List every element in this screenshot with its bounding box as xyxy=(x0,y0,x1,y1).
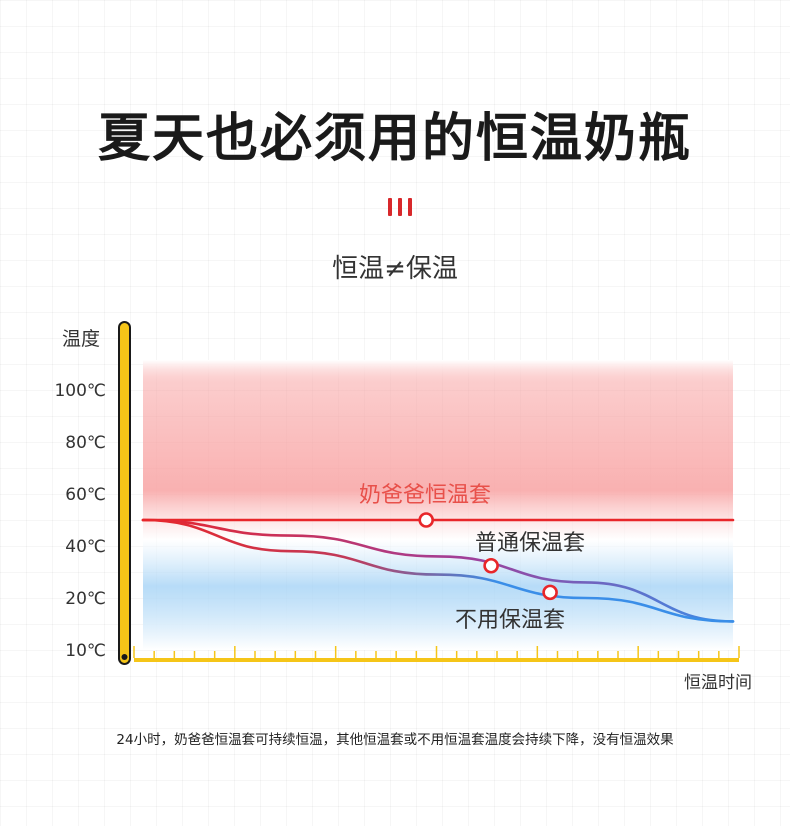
footnote: 24小时，奶爸爸恒温套可持续恒温，其他恒温套或不用恒温套温度会持续下降，没有恒温… xyxy=(116,732,674,748)
series-label-3: 不用保温套 xyxy=(455,608,565,633)
y-tick-label: 60℃ xyxy=(65,485,106,505)
y-tick-label: 10℃ xyxy=(65,641,106,661)
y-axis-label: 温度 xyxy=(62,328,100,350)
series-label-1: 奶爸爸恒温套 xyxy=(359,483,491,508)
series-label-2: 普通保温套 xyxy=(475,531,585,556)
x-axis-label: 恒温时间 xyxy=(684,673,752,693)
y-tick-label: 20℃ xyxy=(65,589,106,609)
series-marker-2 xyxy=(483,557,499,574)
page-subtitle: 恒温≠保温 xyxy=(332,254,458,284)
series-line-2 xyxy=(141,518,735,623)
y-axis-bulb xyxy=(121,654,128,660)
y-tick-label: 80℃ xyxy=(65,433,106,453)
y-tick-label: 40℃ xyxy=(65,537,106,557)
decorative-marks xyxy=(388,198,414,216)
x-axis xyxy=(134,658,739,662)
series-marker-1 xyxy=(418,512,435,528)
y-axis-bar xyxy=(118,321,131,665)
page-title: 夏天也必须用的恒温奶瓶 xyxy=(97,109,692,169)
series-marker-3 xyxy=(542,584,558,601)
series-line-3 xyxy=(141,518,735,623)
y-tick-label: 100℃ xyxy=(54,381,106,401)
